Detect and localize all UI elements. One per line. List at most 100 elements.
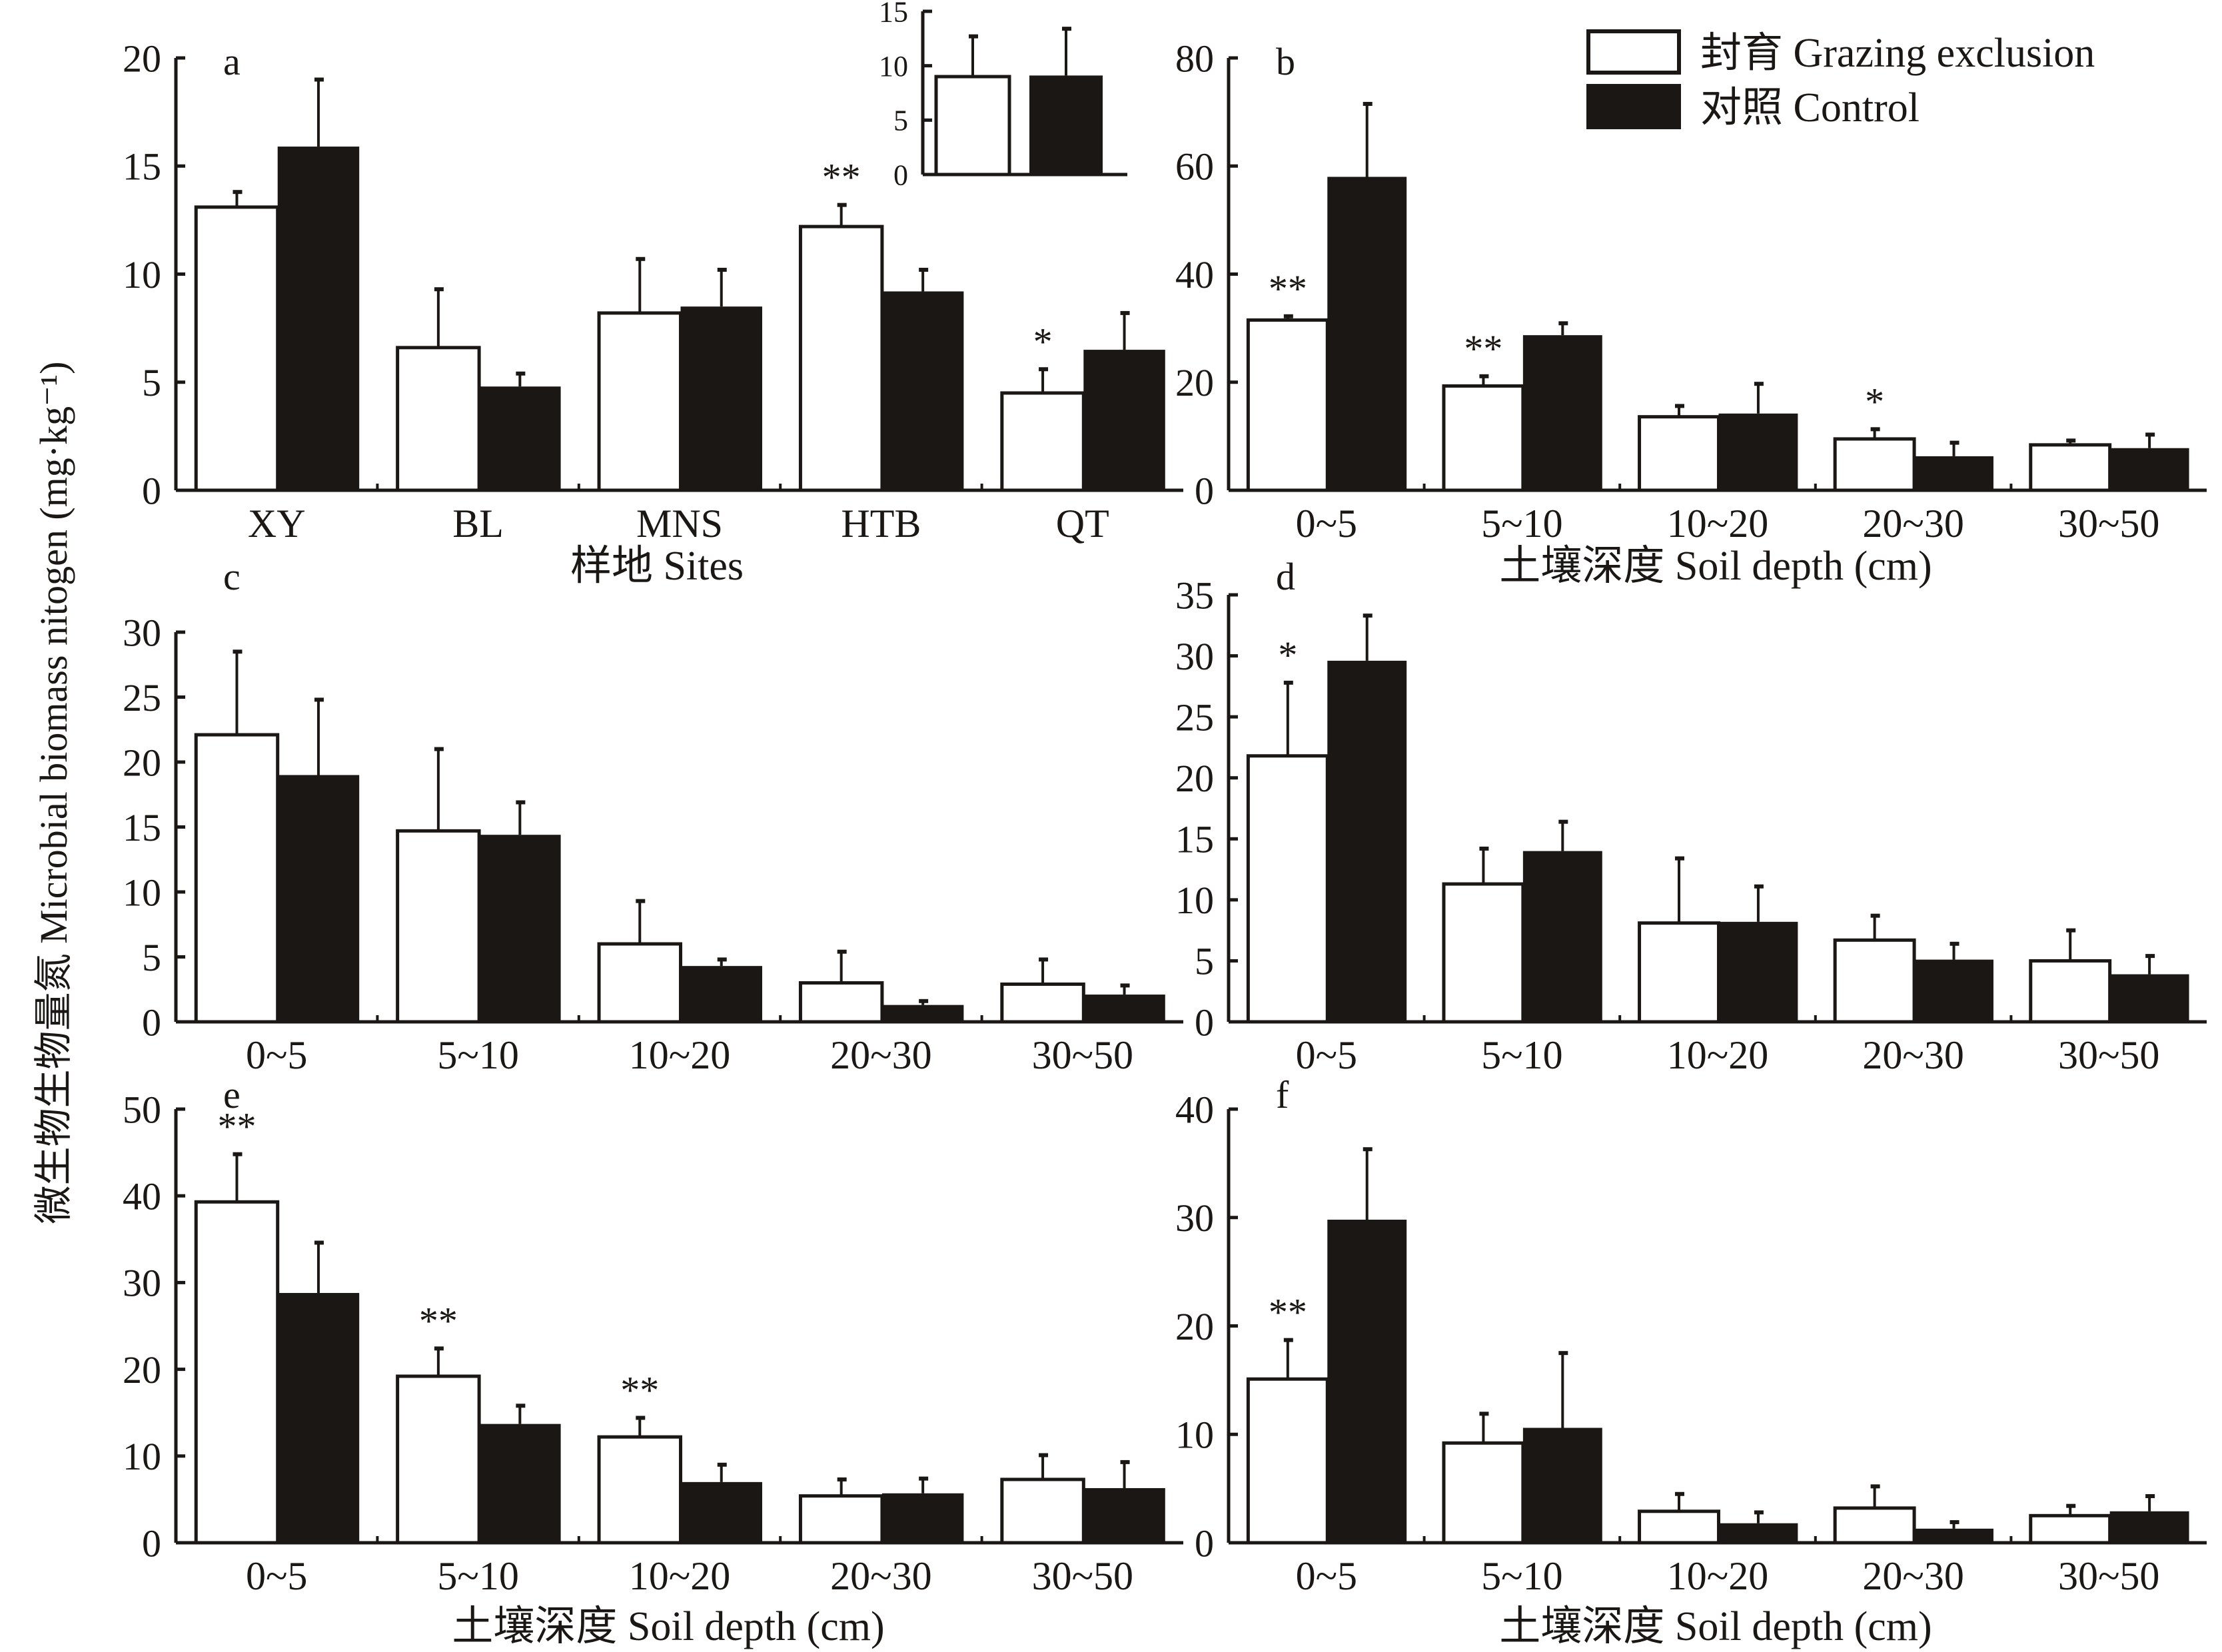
bar-control (479, 1424, 561, 1543)
y-tick-label: 5 (142, 936, 161, 979)
bar-control (277, 1293, 360, 1543)
significance-marker: * (1865, 380, 1884, 423)
bar-control (479, 835, 561, 1022)
x-tick-label: 0~5 (1296, 502, 1357, 546)
y-tick-label: 5 (1195, 940, 1214, 983)
x-tick-label: 0~5 (1296, 1033, 1357, 1077)
x-tick-label: MNS (636, 502, 723, 546)
significance-marker: ** (1464, 327, 1502, 370)
y-tick-label: 10 (123, 871, 161, 914)
bar-control (1083, 350, 1165, 490)
panel-inset: 0 5 10 15 (879, 0, 1127, 191)
x-tick-label: 30~50 (2058, 502, 2159, 546)
panel-e: 0 10 20 30 40 50 0~5 ** 5~10 ** 10~20 ** 20~30 30~50 e… (123, 1073, 1183, 1649)
panel-b: 0 20 40 60 80 0~5 ** 5~10 ** 10~20 20~30 * 30~50 b 土壤深… (1175, 37, 2207, 589)
bar-grazing-exclusion (798, 981, 884, 1024)
x-tick-label: 0~5 (1296, 1554, 1357, 1598)
x-tick-label: 0~5 (246, 1554, 307, 1598)
y-tick-label: 20 (1175, 361, 1214, 404)
bar-control (680, 306, 762, 490)
bar-grazing-exclusion (396, 829, 481, 1024)
significance-marker: * (1278, 633, 1297, 677)
y-tick-label: 0 (142, 1001, 161, 1044)
bar-control (680, 1481, 762, 1543)
bar-control (881, 291, 964, 490)
bar-control (1083, 1487, 1165, 1543)
x-tick-label: QT (1056, 502, 1109, 546)
y-tick-label: 80 (1175, 37, 1214, 80)
panel-d: 0 5 10 15 20 25 30 35 0~5 * 5~10 10~20 20~30 30~50 d (1175, 555, 2207, 1077)
x-tick-label: XY (248, 502, 306, 546)
x-tick-label: 30~50 (2058, 1554, 2159, 1598)
y-tick-label: 15 (123, 806, 161, 849)
y-tick-label: 5 (142, 361, 161, 404)
panel-letter: e (223, 1073, 241, 1116)
bar-control (2109, 1511, 2189, 1543)
x-tick-label: 20~30 (1862, 502, 1963, 546)
x-tick-label: 10~20 (1667, 1033, 1768, 1077)
bar-grazing-exclusion (1000, 391, 1085, 492)
x-tick-label: 30~50 (1032, 1033, 1133, 1077)
bar-grazing-exclusion (1246, 754, 1329, 1024)
x-tick-label: BL (452, 502, 504, 546)
legend-label-control: 对照 Control (1700, 85, 1920, 131)
bar-grazing-exclusion (194, 1200, 280, 1545)
x-axis-label: 土壤深度 Soil depth (cm) (1499, 544, 1932, 589)
x-tick-label: 10~20 (1667, 502, 1768, 546)
bar-control (1914, 959, 1993, 1022)
y-tick-label: 5 (893, 105, 908, 137)
y-tick-label: 0 (1195, 1521, 1214, 1565)
x-tick-label: 5~10 (437, 1033, 518, 1077)
significance-marker: * (1033, 320, 1053, 363)
bar-grazing-exclusion (798, 224, 884, 492)
bar-grazing-exclusion (1833, 437, 1916, 492)
y-tick-label: 20 (123, 741, 161, 784)
y-tick-label: 20 (1175, 1305, 1214, 1348)
bar-control (1029, 75, 1103, 175)
x-tick-label: 5~10 (1481, 1033, 1562, 1077)
bar-control (277, 147, 360, 491)
x-axis-label: 土壤深度 Soil depth (cm) (452, 1604, 884, 1649)
y-tick-label: 10 (1175, 1414, 1214, 1457)
significance-marker: ** (217, 1105, 256, 1148)
x-axis-label: 土壤深度 Soil depth (cm) (1499, 1604, 1932, 1649)
y-tick-label: 40 (1175, 253, 1214, 296)
bar-control (1718, 1523, 1798, 1543)
bar-control (277, 775, 360, 1022)
bar-control (2109, 974, 2189, 1022)
panel-a: 0 5 10 15 20 XY BL MNS HTB ** QT * a 样地 Sites (123, 37, 1183, 589)
bar-grazing-exclusion (1246, 318, 1329, 492)
bar-grazing-exclusion (1000, 982, 1085, 1024)
y-tick-label: 10 (879, 50, 908, 83)
y-tick-label: 40 (123, 1175, 161, 1218)
panel-letter: a (223, 40, 241, 83)
bar-grazing-exclusion (798, 1494, 884, 1545)
x-tick-label: 20~30 (1862, 1033, 1963, 1077)
x-tick-label: 10~20 (629, 1033, 730, 1077)
x-tick-label: 20~30 (830, 1554, 931, 1598)
x-tick-label: 30~50 (2058, 1033, 2159, 1077)
bar-control (1718, 921, 1798, 1022)
y-tick-label: 0 (893, 159, 908, 191)
bar-control (680, 966, 762, 1022)
bar-grazing-exclusion (2029, 443, 2112, 492)
x-tick-label: 10~20 (629, 1554, 730, 1598)
bar-grazing-exclusion (1638, 921, 1720, 1024)
significance-marker: ** (620, 1369, 659, 1412)
bar-grazing-exclusion (1638, 1509, 1720, 1545)
significance-marker: ** (1269, 1291, 1307, 1334)
x-tick-label: HTB (841, 502, 921, 546)
panel-letter: b (1276, 40, 1295, 83)
panel-letter: c (223, 555, 241, 598)
bar-control (1327, 660, 1407, 1022)
bar-control (881, 1493, 964, 1543)
bar-grazing-exclusion (194, 733, 280, 1024)
bar-control (2109, 448, 2189, 490)
bar-control (881, 1005, 964, 1022)
bar-grazing-exclusion (1442, 882, 1525, 1024)
y-tick-label: 20 (1175, 757, 1214, 800)
bar-grazing-exclusion (1000, 1477, 1085, 1545)
y-tick-label: 50 (123, 1088, 161, 1131)
y-tick-label: 15 (123, 145, 161, 189)
